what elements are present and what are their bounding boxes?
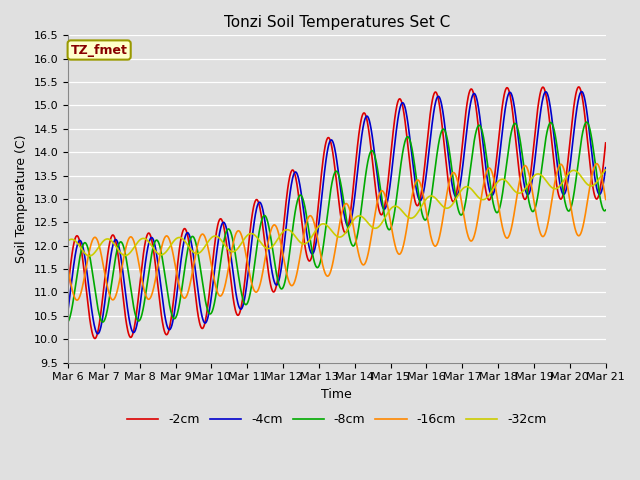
- -8cm: [602, 207, 609, 213]
- -2cm: [554, 191, 562, 196]
- -16cm: [73, 297, 81, 303]
- Legend: -2cm, -4cm, -8cm, -16cm, -32cm: -2cm, -4cm, -8cm, -16cm, -32cm: [122, 408, 552, 431]
- -16cm: [420, 193, 428, 199]
- -16cm: [64, 266, 72, 272]
- -32cm: [420, 200, 428, 206]
- -2cm: [602, 140, 609, 146]
- -32cm: [554, 185, 562, 191]
- -32cm: [275, 234, 283, 240]
- -32cm: [86, 253, 93, 259]
- -16cm: [593, 161, 600, 167]
- -4cm: [94, 331, 102, 336]
- Line: -4cm: -4cm: [68, 92, 605, 334]
- -16cm: [183, 292, 191, 298]
- -4cm: [64, 307, 72, 313]
- -8cm: [420, 215, 428, 221]
- Title: Tonzi Soil Temperatures Set C: Tonzi Soil Temperatures Set C: [224, 15, 450, 30]
- -8cm: [289, 228, 296, 234]
- -8cm: [99, 319, 107, 325]
- -2cm: [575, 84, 582, 90]
- Line: -16cm: -16cm: [68, 164, 605, 300]
- Line: -2cm: -2cm: [68, 87, 605, 338]
- -16cm: [602, 197, 609, 203]
- Text: TZ_fmet: TZ_fmet: [70, 44, 127, 57]
- -4cm: [420, 190, 428, 196]
- -4cm: [554, 169, 562, 175]
- -32cm: [508, 185, 516, 191]
- -2cm: [275, 264, 283, 270]
- -16cm: [554, 165, 562, 171]
- -4cm: [183, 230, 191, 236]
- -4cm: [275, 276, 283, 282]
- -8cm: [508, 127, 516, 132]
- -32cm: [602, 167, 609, 173]
- -4cm: [508, 93, 516, 98]
- -2cm: [420, 174, 428, 180]
- -8cm: [64, 319, 72, 324]
- -8cm: [183, 250, 191, 256]
- -32cm: [64, 238, 72, 244]
- -4cm: [289, 176, 296, 182]
- X-axis label: Time: Time: [321, 388, 352, 401]
- -8cm: [554, 152, 562, 158]
- Line: -8cm: -8cm: [68, 122, 605, 322]
- -16cm: [289, 283, 296, 288]
- -4cm: [578, 89, 586, 95]
- -8cm: [583, 119, 591, 125]
- Line: -32cm: -32cm: [68, 170, 605, 256]
- -2cm: [64, 285, 72, 290]
- -16cm: [275, 233, 283, 239]
- -16cm: [508, 223, 516, 228]
- -32cm: [183, 241, 191, 247]
- -4cm: [602, 165, 609, 170]
- -8cm: [275, 283, 283, 288]
- -2cm: [289, 167, 296, 173]
- -2cm: [91, 336, 99, 341]
- Y-axis label: Soil Temperature (C): Soil Temperature (C): [15, 135, 28, 263]
- -32cm: [289, 230, 296, 236]
- -2cm: [508, 104, 516, 109]
- -2cm: [183, 230, 191, 236]
